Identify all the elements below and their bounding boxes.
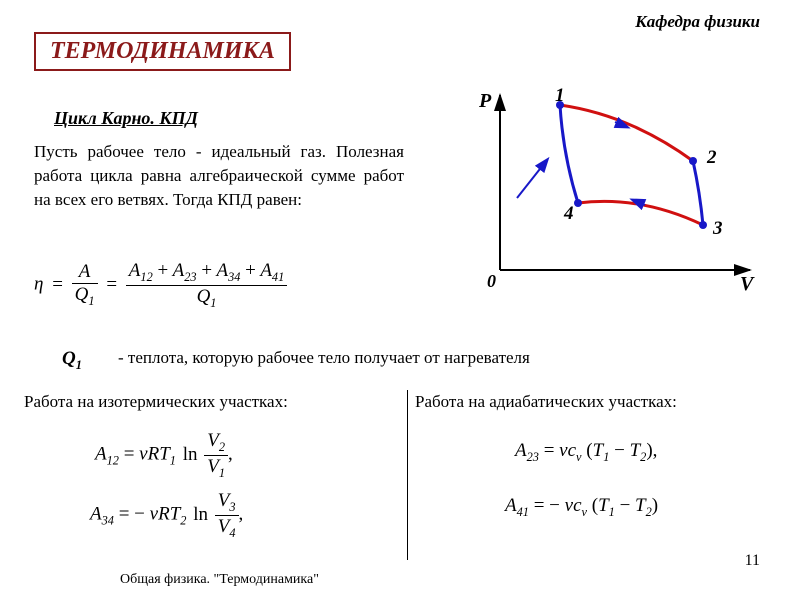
q1-Q: Q xyxy=(62,348,76,369)
axis-label-p: P xyxy=(478,90,492,112)
a34-nu: ν xyxy=(150,504,158,525)
formula-a12: A12 = νRT1 ln V2 V1 , xyxy=(95,430,233,481)
a34-R: R xyxy=(158,504,170,525)
a12-Asub: 12 xyxy=(107,453,119,467)
a23-T1: T xyxy=(593,440,604,461)
axis-label-v: V xyxy=(740,273,755,295)
a12-A: A xyxy=(95,444,107,465)
isothermal-section-label: Работа на изотермических участках: xyxy=(24,392,288,412)
plus1: + xyxy=(157,260,168,281)
q1-symbol: Q1 xyxy=(62,348,82,373)
a41-eq: = − xyxy=(534,495,560,516)
a34-vtopsub: 3 xyxy=(229,500,235,514)
a41-Asub: 41 xyxy=(517,505,529,519)
plus3: + xyxy=(245,260,256,281)
a34-ln: ln xyxy=(191,504,210,525)
a41-T2: T xyxy=(635,495,646,516)
formula-a34: A34 = − νRT2 ln V3 V4 , xyxy=(90,490,243,541)
eq2: = xyxy=(102,274,121,295)
page-title: ТЕРМОДИНАМИКА xyxy=(34,32,291,71)
a34-T: T xyxy=(170,504,181,525)
intro-paragraph: Пусть рабочее тело - идеальный газ. Поле… xyxy=(34,140,404,211)
a23sub: 23 xyxy=(184,270,196,284)
a23-T2: T xyxy=(630,440,641,461)
vertical-divider xyxy=(407,390,408,560)
num-A: A xyxy=(79,261,91,282)
point-label-1: 1 xyxy=(555,85,565,106)
point-label-4: 4 xyxy=(563,203,574,224)
a41-A: A xyxy=(505,495,517,516)
aux-arrow xyxy=(517,160,547,198)
page-number: 11 xyxy=(745,552,760,570)
a41-csub: v xyxy=(582,505,587,519)
q1-sub: 1 xyxy=(76,358,82,372)
a12-tail: , xyxy=(228,444,233,465)
a12-vtopsub: 2 xyxy=(219,440,225,454)
a12-Tsub: 1 xyxy=(170,453,176,467)
a23-minus: − xyxy=(609,440,629,461)
a12-ln: ln xyxy=(181,444,200,465)
a23-nu: ν xyxy=(559,440,567,461)
a41-minus: − xyxy=(615,495,635,516)
isotherm-34 xyxy=(578,201,703,225)
den-Q-sub: 1 xyxy=(88,294,94,308)
a12sub: 12 xyxy=(140,270,152,284)
formula-a41: A41 = − νcv (T1 − T2) xyxy=(505,495,658,520)
a12-T: T xyxy=(159,444,170,465)
a34-A: A xyxy=(90,504,102,525)
a12-nu: ν xyxy=(139,444,147,465)
den2-Q: Q xyxy=(197,286,211,307)
a23-csub: v xyxy=(576,450,581,464)
a12-vbot: V xyxy=(207,456,219,477)
point-2 xyxy=(689,157,697,165)
adiabat-23 xyxy=(693,161,703,225)
a34-eq: = − xyxy=(119,504,145,525)
adiabatic-section-label: Работа на адиабатических участках: xyxy=(415,392,677,412)
den-Q: Q xyxy=(75,284,89,305)
a23-eq: = xyxy=(544,440,555,461)
plus2: + xyxy=(201,260,212,281)
isotherm-12 xyxy=(560,105,693,161)
a34-Asub: 34 xyxy=(102,513,114,527)
footer-text: Общая физика. "Термодинамика" xyxy=(120,572,319,588)
a23-A: A xyxy=(515,440,527,461)
subtitle: Цикл Карно. КПД xyxy=(54,108,198,129)
a34-Tsub: 2 xyxy=(180,513,186,527)
point-label-3: 3 xyxy=(712,218,723,239)
a12-vbotsub: 1 xyxy=(219,466,225,480)
a12: A xyxy=(129,260,141,281)
a41-T1: T xyxy=(598,495,609,516)
origin-label: 0 xyxy=(487,271,496,291)
a34-vbotsub: 4 xyxy=(229,526,235,540)
formula-a23: A23 = νcv (T1 − T2), xyxy=(515,440,657,465)
a41-nu: ν xyxy=(565,495,573,516)
a34sub: 34 xyxy=(228,270,240,284)
q1-description: - теплота, которую рабочее тело получает… xyxy=(118,348,530,368)
a23-tail: , xyxy=(653,440,658,461)
point-3 xyxy=(699,221,707,229)
eq1: = xyxy=(48,274,67,295)
den2-Q-sub: 1 xyxy=(210,296,216,310)
pv-diagram: P V 0 1 2 3 4 xyxy=(445,85,765,295)
point-label-2: 2 xyxy=(706,147,717,168)
a23-Asub: 23 xyxy=(527,450,539,464)
a41-rp: ) xyxy=(652,495,658,516)
adiabat-41 xyxy=(560,105,578,203)
point-4 xyxy=(574,199,582,207)
a34: A xyxy=(216,260,228,281)
a34-vbot: V xyxy=(218,516,230,537)
a34-vtop: V xyxy=(218,490,230,511)
a41-c: c xyxy=(573,495,581,516)
a12-R: R xyxy=(148,444,160,465)
department-label: Кафедра физики xyxy=(635,12,760,32)
a23: A xyxy=(173,260,185,281)
a12-vtop: V xyxy=(207,430,219,451)
a41: A xyxy=(260,260,272,281)
eta-formula: η = A Q1 = A12 + A23 + A34 + A41 Q1 xyxy=(34,260,287,311)
a41sub: 41 xyxy=(272,270,284,284)
a12-eq: = xyxy=(124,444,135,465)
eta-symbol: η xyxy=(34,274,43,295)
a23-c: c xyxy=(568,440,576,461)
a34-tail: , xyxy=(239,504,244,525)
